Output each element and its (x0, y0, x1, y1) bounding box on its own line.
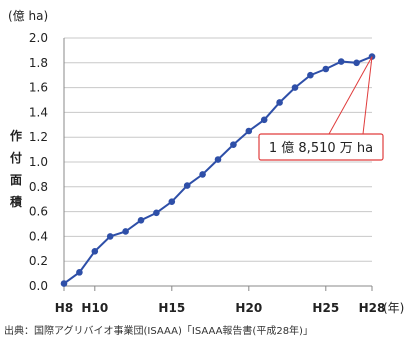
y-tick-label: 0.6 (29, 205, 48, 219)
x-tick-label: H15 (158, 301, 185, 315)
data-point (168, 198, 176, 205)
y-tick-label: 1.2 (29, 130, 48, 144)
data-point (122, 228, 129, 235)
y-tick-label: 0.2 (29, 254, 48, 268)
x-tick-label: H20 (235, 301, 262, 315)
data-point (260, 116, 268, 124)
data-point (137, 216, 145, 224)
y-axis-label-char: 積 (9, 194, 23, 209)
data-point (337, 58, 345, 65)
y-axis-label-char: 面 (10, 173, 22, 187)
y-axis-label-char: 付 (10, 150, 22, 165)
y-tick-labels: 0.0 0.2 0.4 0.6 0.8 1.0 1.2 1.4 1.6 1.8 2.0 (29, 31, 48, 293)
y-tick-label: 1.6 (29, 81, 48, 95)
y-unit-label: (億 ha) (8, 9, 48, 23)
data-point (183, 182, 191, 189)
data-point (106, 233, 114, 240)
callout-box (258, 133, 384, 161)
y-tick-label: 1.4 (29, 105, 48, 119)
y-tick-label: 0.8 (29, 180, 48, 194)
callout-line (362, 56, 373, 135)
series-line (63, 55, 373, 285)
data-point (91, 247, 99, 255)
axes (63, 38, 373, 291)
y-tick-label: 0.4 (29, 229, 48, 243)
data-point (214, 156, 222, 163)
data-point (245, 127, 253, 135)
data-point (307, 71, 314, 79)
y-tick-label: 0.0 (29, 279, 48, 293)
y-tick-label: 1.0 (29, 155, 48, 169)
data-series (60, 53, 376, 287)
y-tick-label: 2.0 (29, 31, 48, 45)
data-point (230, 141, 237, 148)
y-tick-label: 1.8 (29, 56, 48, 70)
x-tick-label: H10 (81, 301, 108, 315)
x-tick-label: H8 (55, 301, 73, 315)
x-tick-label: H25 (312, 301, 339, 315)
data-point (60, 280, 68, 287)
callout-text: 1 億 8,510 万 ha (269, 140, 373, 156)
data-point (76, 269, 83, 276)
x-tick-labels: H8 H10 H15 H20 H25 H28 (55, 301, 386, 315)
data-point (276, 99, 283, 106)
source-note: 出典：国際アグリバイオ事業団(ISAAA)「ISAAA報告書(平成28年)」 (4, 324, 313, 337)
data-point (353, 59, 360, 67)
data-point (291, 84, 299, 91)
data-point (199, 171, 206, 178)
annotation: 1 億 8,510 万 ha (258, 56, 384, 161)
x-tick-label: H28 (359, 301, 386, 315)
callout-line (328, 56, 373, 135)
data-point (322, 65, 330, 73)
data-point (153, 209, 160, 217)
x-unit-label: (年) (383, 301, 404, 315)
y-axis-label-char: 作 (10, 128, 22, 143)
